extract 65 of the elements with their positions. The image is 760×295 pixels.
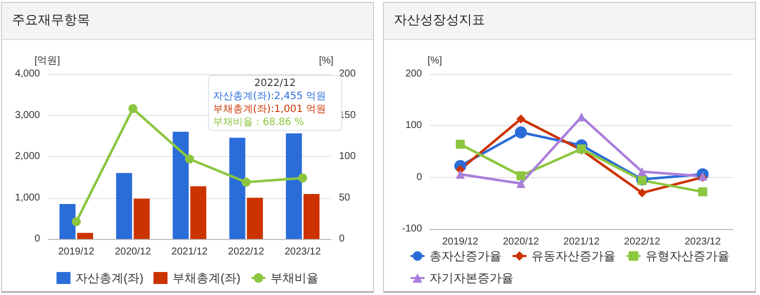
y-tick-label: 1,000: [14, 192, 40, 204]
x-tick-label: 2019/12: [58, 246, 95, 258]
legend-label: 유형자산증가율: [646, 249, 730, 263]
y-axis-title: [%]: [428, 56, 442, 66]
legend-label: 자산총계(좌): [76, 271, 144, 285]
legend-label: 유동자산증가율: [532, 249, 616, 263]
annotation: 2022/12: [253, 77, 297, 90]
point: [72, 217, 81, 226]
y-tick-label: 100: [405, 120, 422, 132]
legend-label: 자기자본증가율: [430, 271, 514, 285]
y-tick-label: -100: [402, 224, 422, 234]
bar: [60, 204, 76, 239]
point: [456, 170, 465, 179]
x-tick-label: 2020/12: [114, 246, 152, 258]
point: [638, 188, 647, 198]
bar: [116, 173, 132, 239]
y-tick-label: 0: [34, 234, 40, 244]
point: [456, 140, 465, 149]
x-tick-label: 2020/12: [502, 236, 540, 248]
chart-title: 자산성장성지표: [384, 3, 755, 40]
chart-title: 주요재무항목: [2, 3, 373, 40]
y2-tick-label: 200: [339, 68, 356, 80]
point: [128, 104, 138, 114]
point: [242, 178, 251, 187]
annotation: 부채비율 : 68.86 %: [213, 116, 306, 129]
bar: [304, 194, 320, 239]
x-tick-label: 2023/12: [684, 236, 722, 248]
point: [638, 167, 647, 176]
bar: [190, 186, 206, 239]
x-tick-label: 2021/12: [171, 246, 208, 258]
legend-label: 부채비율: [270, 271, 318, 285]
y2-tick-label: 0: [339, 234, 345, 244]
bar: [229, 138, 246, 239]
y-tick-label: 4,000: [14, 68, 40, 80]
y-axis-title: [억원]: [34, 56, 60, 66]
point: [516, 171, 526, 180]
point: [577, 112, 586, 122]
bar: [286, 133, 302, 239]
point: [185, 154, 194, 164]
x-tick-label: 2022/12: [624, 236, 661, 248]
y-tick-label: 3,000: [14, 110, 40, 121]
point: [516, 114, 526, 124]
bar: [77, 232, 94, 239]
bar: [134, 198, 150, 239]
bar: [172, 132, 189, 239]
bar: [246, 198, 263, 239]
legend-label: 총자산증가율: [430, 249, 502, 263]
x-tick-label: 2019/12: [442, 236, 479, 248]
y-tick-label: 2,000: [14, 151, 40, 162]
y2-tick-label: 50: [339, 192, 351, 204]
point: [698, 187, 708, 196]
x-tick-label: 2023/12: [284, 246, 322, 258]
x-tick-label: 2021/12: [563, 236, 600, 248]
annotation: 부채총계(좌):1,001 억원: [213, 103, 327, 116]
y2-tick-label: 100: [339, 151, 356, 162]
y-tick-label: 0: [416, 172, 422, 183]
point: [638, 176, 647, 185]
annotation: 자산총계(좌):2,455 억원: [213, 90, 327, 103]
point: [514, 126, 527, 138]
y2-axis-title: [%]: [319, 56, 334, 66]
y-tick-label: 200: [405, 68, 422, 80]
point: [516, 179, 526, 188]
legend-label: 부채총계(좌): [172, 271, 240, 285]
x-tick-label: 2022/12: [228, 246, 265, 258]
point: [298, 173, 308, 182]
